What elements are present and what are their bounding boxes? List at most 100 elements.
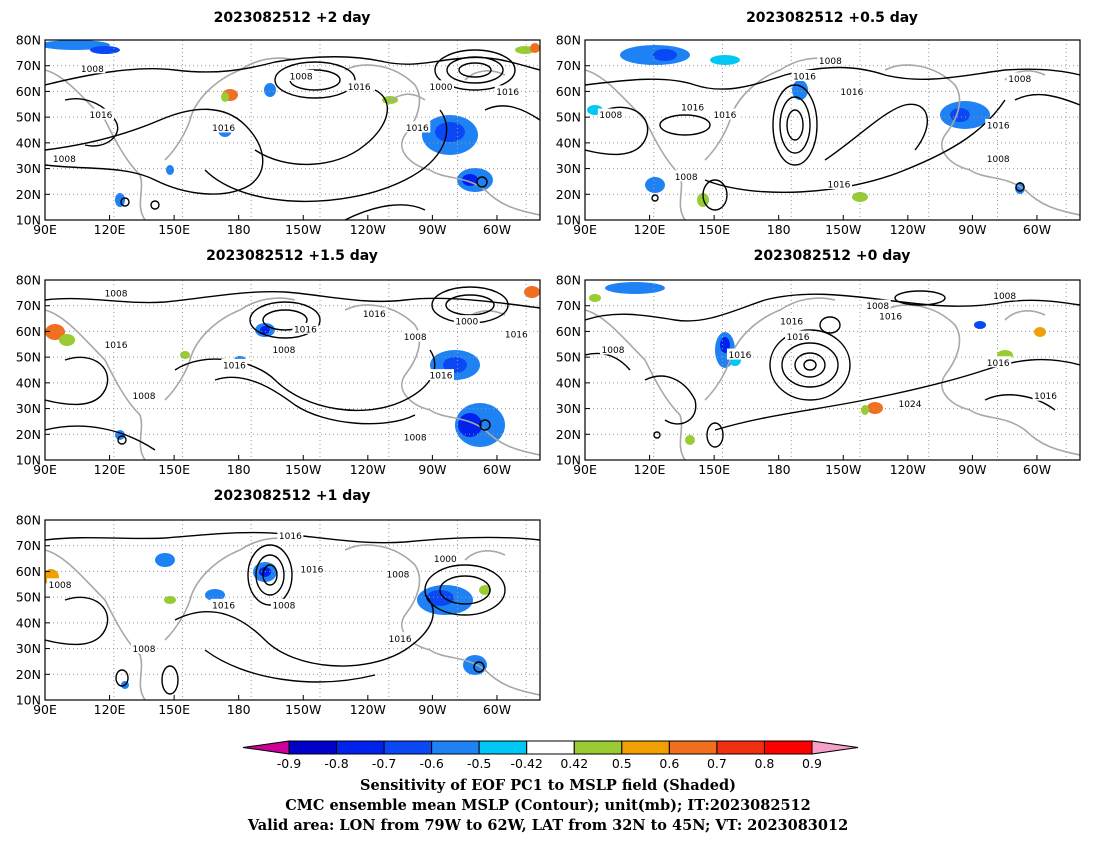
contour-label: 1016	[389, 635, 412, 645]
colorbar-label: -0.5	[467, 756, 491, 771]
panel-frame	[44, 39, 541, 221]
contour-label: 1008	[387, 571, 410, 581]
contour-label-bg	[1006, 72, 1033, 84]
lon-tick-label: 150E	[158, 222, 190, 237]
contour-label: 1016	[1034, 392, 1057, 402]
caption-line-1: Sensitivity of EOF PC1 to MSLP field (Sh…	[360, 777, 736, 794]
colorbar-swatch	[336, 740, 385, 755]
lon-tick-label: 120E	[634, 462, 666, 477]
lat-tick-label: 30N	[16, 401, 41, 416]
panel-title: 2023082512 +2 day	[214, 10, 371, 26]
lat-tick-label: 30N	[16, 161, 41, 176]
gridlines	[45, 40, 540, 220]
colorbar-low-triangle	[242, 740, 290, 755]
lon-axis: 90E 120E 150E 180 150W 120W 90W 60W	[33, 695, 511, 717]
lon-tick-label: 90E	[33, 462, 57, 477]
contour-label: 1024	[899, 400, 922, 410]
lon-tick-label: 150W	[285, 462, 321, 477]
panel-title: 2023082512 +1 day	[214, 488, 371, 504]
panel-frame	[584, 279, 1081, 461]
caption-line-2: CMC ensemble mean MSLP (Contour); unit(m…	[285, 797, 810, 814]
contour-label: 1016	[828, 181, 851, 191]
lat-tick-label: 50N	[556, 350, 581, 365]
contour-label: 1008	[866, 302, 889, 312]
contour-label-bg	[778, 315, 805, 327]
contour-label: 1008	[993, 292, 1016, 302]
colorbar-swatch	[668, 740, 718, 755]
lon-tick-label: 60W	[1023, 462, 1051, 477]
contour-label: 1000	[455, 318, 478, 328]
panel-frame	[44, 279, 541, 461]
lat-axis: 80N 70N 60N 50N 40N 30N 20N 10N	[556, 273, 590, 468]
contour-label: 1016	[840, 88, 863, 98]
contour-label-bg	[599, 343, 626, 355]
lat-tick-label: 70N	[16, 298, 41, 313]
lon-tick-label: 120W	[890, 462, 926, 477]
lon-tick-label: 180	[227, 462, 251, 477]
lat-tick-label: 80N	[16, 513, 41, 528]
contour-label-bg	[985, 356, 1012, 368]
colorbar-swatch	[478, 740, 528, 755]
contours	[585, 66, 1080, 211]
contour-label: 1008	[53, 155, 76, 165]
lon-tick-label: 120W	[350, 702, 386, 717]
contour-label: 1008	[599, 111, 622, 121]
colorbar-label: -0.9	[277, 756, 301, 771]
contour-label: 1000	[434, 555, 457, 565]
lon-tick-label: 180	[767, 462, 791, 477]
lon-axis: 90E 120E 150E 180 150W 120W 90W 60W	[573, 215, 1051, 237]
contour-label: 1016	[223, 361, 246, 371]
lon-tick-label: 60W	[483, 702, 511, 717]
panel-title: 2023082512 +0.5 day	[746, 10, 918, 26]
contour-label: 1008	[987, 155, 1010, 165]
contour-label: 1016	[363, 310, 386, 320]
lon-tick-label: 90W	[958, 222, 986, 237]
contour-label-bg	[103, 286, 130, 298]
contour-label: 1016	[300, 565, 323, 575]
contour-label: 1008	[81, 65, 104, 75]
lon-tick-label: 150W	[825, 222, 861, 237]
lon-tick-label: 90W	[418, 462, 446, 477]
lat-tick-label: 40N	[16, 135, 41, 150]
lat-tick-label: 20N	[556, 187, 581, 202]
lon-axis: 90E 120E 150E 180 150W 120W 90W 60W	[573, 455, 1051, 477]
lat-tick-label: 60N	[16, 324, 41, 339]
colorbar-swatch	[383, 740, 433, 755]
colorbar-swatch	[716, 740, 765, 755]
lat-tick-label: 50N	[16, 350, 41, 365]
lon-tick-label: 90E	[573, 222, 597, 237]
contour-label-bg	[985, 152, 1012, 164]
lon-tick-label: 180	[227, 702, 251, 717]
panel-title: 2023082512 +0 day	[754, 248, 911, 264]
contour-label-bg	[270, 598, 297, 610]
map-panel-plus2-day: 2023082512 +2 day	[16, 10, 541, 237]
contour-label-bg	[453, 315, 480, 327]
lon-tick-label: 150W	[285, 702, 321, 717]
colorbar-swatch	[431, 740, 480, 755]
contours	[45, 49, 540, 220]
colorbar-label: -0.6	[419, 756, 443, 771]
lat-axis: 80N 70N 60N 50N 40N 30N 20N 10N	[16, 273, 50, 468]
lat-tick-label: 10N	[16, 213, 41, 228]
lon-tick-label: 180	[227, 222, 251, 237]
contour-label: 1016	[294, 325, 317, 335]
contour-label-bg	[817, 54, 844, 66]
contour-label: 1016	[212, 601, 235, 611]
lat-tick-label: 10N	[556, 453, 581, 468]
contour-label-bg	[896, 397, 923, 409]
colorbar-high-triangle	[811, 740, 859, 755]
lon-tick-label: 120W	[890, 222, 926, 237]
lon-tick-label: 90E	[33, 702, 57, 717]
contour-label: 1016	[279, 532, 302, 542]
lat-tick-label: 20N	[556, 427, 581, 442]
panel-title: 2023082512 +1.5 day	[206, 248, 378, 264]
contour-label-bg	[298, 562, 325, 574]
lon-tick-label: 150E	[698, 222, 730, 237]
lon-tick-label: 120W	[350, 462, 386, 477]
contour-label: 1008	[272, 601, 295, 611]
colorbar-label: 0.9	[802, 756, 822, 771]
lon-tick-label: 90W	[958, 462, 986, 477]
contour-label-bg	[210, 598, 237, 610]
contour-label-bg	[864, 299, 891, 311]
lat-tick-label: 50N	[556, 110, 581, 125]
